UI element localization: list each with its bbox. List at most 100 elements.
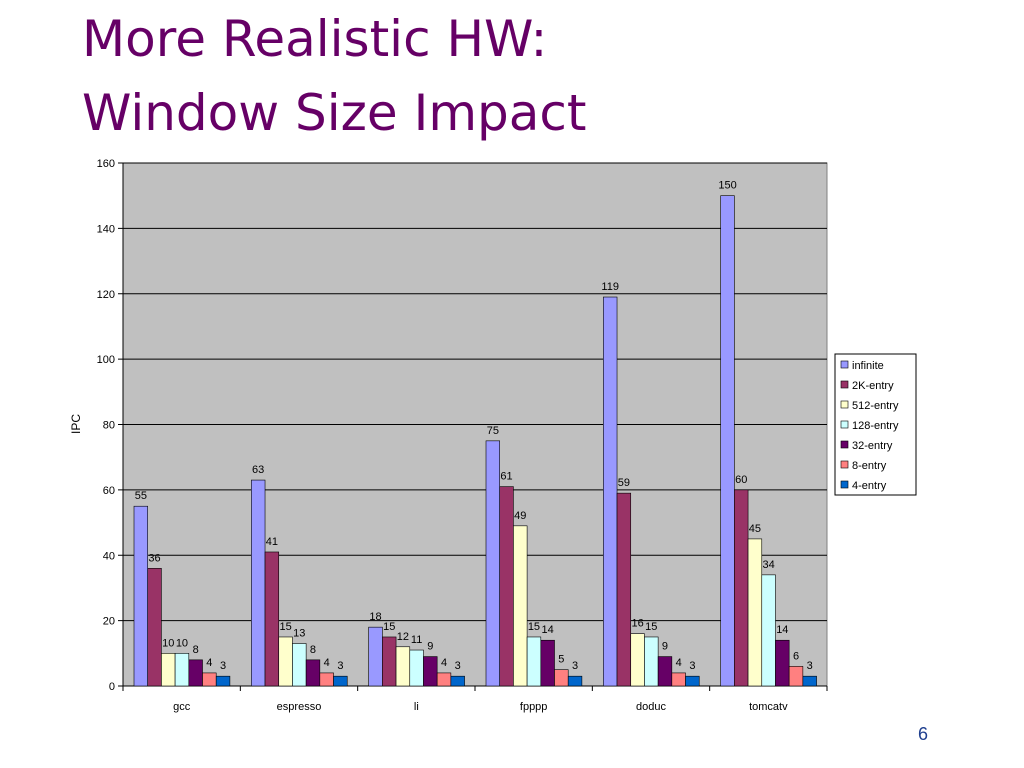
legend-swatch: [840, 460, 849, 469]
data-label: 18: [369, 611, 381, 623]
legend-label: 512-entry: [852, 400, 899, 412]
y-tick-label: 60: [103, 485, 115, 497]
bar: [775, 639, 790, 687]
y-tick-label: 120: [97, 289, 115, 301]
y-tick-label: 80: [103, 420, 115, 432]
data-label: 11: [411, 634, 422, 646]
bar: [761, 574, 776, 687]
data-label: 8: [310, 644, 316, 656]
bar: [671, 672, 686, 687]
bar: [264, 551, 280, 687]
bar: [644, 636, 659, 687]
bar: [630, 633, 645, 687]
bar: [616, 492, 632, 687]
bar: [450, 675, 465, 687]
bar: [734, 489, 749, 687]
bar: [305, 659, 321, 687]
data-label: 10: [162, 637, 174, 649]
legend: [834, 353, 917, 496]
x-tick-label: li: [414, 701, 419, 713]
y-tick-label: 40: [103, 550, 115, 562]
bar: [567, 675, 583, 687]
bar: [802, 675, 817, 687]
data-label: 41: [266, 536, 278, 548]
bar: [161, 653, 176, 687]
bar: [147, 568, 162, 687]
data-label: 5: [558, 654, 564, 666]
data-label: 3: [689, 660, 695, 672]
y-axis-label: IPC: [69, 414, 83, 434]
data-label: 63: [252, 464, 264, 476]
y-tick-label: 100: [97, 354, 115, 366]
bar: [368, 626, 383, 687]
data-label: 15: [279, 621, 291, 633]
bar: [333, 675, 348, 687]
bar: [215, 675, 231, 687]
legend-label: 4-entry: [852, 480, 887, 492]
bar: [554, 669, 569, 687]
bar: [603, 296, 618, 687]
x-tick-label: gcc: [173, 701, 191, 713]
legend-swatch: [840, 480, 849, 489]
bar: [657, 656, 673, 687]
data-label: 3: [220, 660, 226, 672]
data-label: 119: [601, 281, 619, 293]
data-label: 55: [135, 490, 147, 502]
data-label: 60: [735, 474, 747, 486]
bar: [540, 639, 555, 687]
bar: [174, 653, 190, 687]
data-label: 14: [542, 624, 554, 636]
legend-label: 8-entry: [852, 460, 887, 472]
y-tick-label: 20: [103, 616, 115, 628]
data-label: 3: [807, 660, 813, 672]
legend-swatch: [840, 420, 849, 429]
bar: [202, 672, 217, 687]
legend-swatch: [840, 360, 849, 369]
data-label: 45: [749, 523, 761, 535]
bar: [292, 643, 307, 687]
bar: [485, 440, 500, 687]
data-label: 59: [618, 477, 630, 489]
data-label: 9: [427, 641, 433, 653]
slide-title: More Realistic HW: Window Size Impact: [82, 2, 587, 150]
legend-swatch: [840, 400, 849, 409]
x-tick-label: fpppp: [520, 701, 548, 713]
data-label: 4: [206, 657, 212, 669]
y-tick-label: 140: [97, 223, 115, 235]
data-label: 4: [324, 657, 330, 669]
data-label: 61: [500, 471, 512, 483]
data-label: 75: [487, 425, 499, 437]
bar: [395, 646, 411, 687]
data-label: 15: [645, 621, 657, 633]
bar: [436, 672, 452, 687]
bar: [513, 525, 528, 687]
data-label: 15: [528, 621, 540, 633]
legend-label: infinite: [852, 360, 884, 372]
bar: [133, 505, 148, 687]
data-label: 12: [397, 631, 409, 643]
data-label: 4: [676, 657, 682, 669]
bar: [409, 649, 424, 687]
bar: [747, 538, 763, 687]
bar: [251, 479, 266, 687]
page-number: 6: [918, 724, 929, 744]
bar: [526, 636, 542, 687]
data-label: 9: [662, 641, 668, 653]
x-tick-label: espresso: [277, 701, 322, 713]
data-label: 150: [718, 180, 736, 192]
x-tick-label: doduc: [636, 701, 666, 713]
bar: [720, 195, 735, 687]
bar: [499, 486, 514, 687]
legend-label: 2K-entry: [852, 380, 894, 392]
bar: [788, 666, 804, 687]
legend-label: 128-entry: [852, 420, 899, 432]
data-label: 10: [176, 637, 188, 649]
y-tick-label: 0: [109, 681, 115, 693]
data-label: 6: [793, 650, 799, 662]
slide-title-line-2: Window Size Impact: [82, 84, 587, 142]
data-label: 3: [455, 660, 461, 672]
slide-title-line-1: More Realistic HW:: [82, 10, 548, 68]
data-label: 15: [383, 621, 395, 633]
x-tick-label: tomcatv: [749, 701, 788, 713]
data-label: 49: [514, 510, 526, 522]
